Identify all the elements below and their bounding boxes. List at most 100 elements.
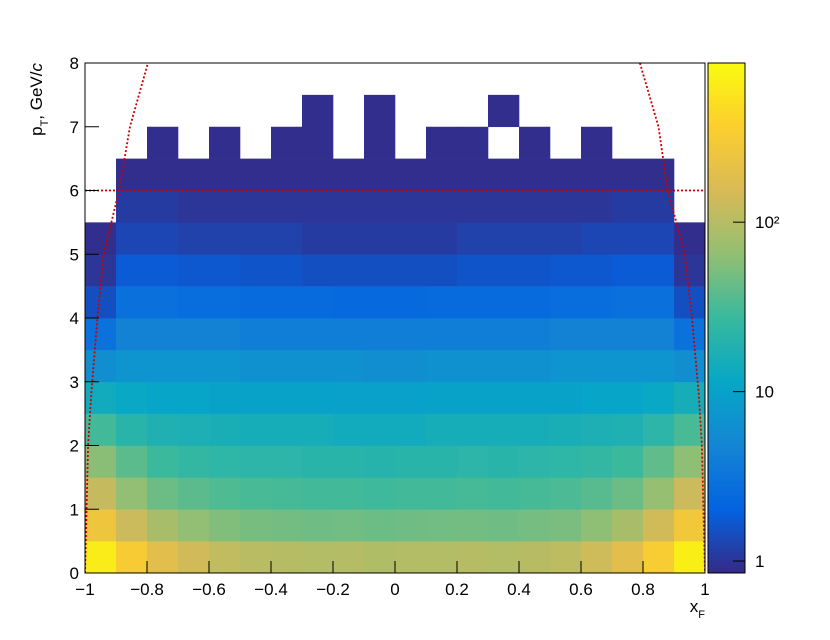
bin <box>209 445 241 478</box>
color-bar <box>708 63 745 573</box>
bin <box>612 318 644 351</box>
bin <box>271 190 303 223</box>
bin <box>116 509 148 542</box>
y-tick-label: 3 <box>70 373 79 392</box>
bin <box>457 349 489 383</box>
bin <box>178 541 210 573</box>
bin <box>147 254 179 287</box>
bin <box>457 126 489 159</box>
bin <box>302 126 334 159</box>
bin <box>612 413 644 446</box>
bin <box>519 318 551 351</box>
bin <box>550 413 582 446</box>
bin <box>457 318 489 351</box>
bin <box>364 445 396 478</box>
bin <box>643 318 675 351</box>
bin <box>147 509 179 542</box>
bin <box>116 254 148 287</box>
bin <box>271 509 303 542</box>
bin <box>85 349 117 383</box>
bin <box>364 477 396 510</box>
bin <box>116 190 148 223</box>
bin <box>209 509 241 542</box>
bin <box>457 541 489 573</box>
y-tick-label: 8 <box>70 54 79 73</box>
bin <box>333 477 365 510</box>
bin <box>488 222 520 255</box>
bin <box>395 381 427 414</box>
bin <box>488 254 520 287</box>
bin <box>581 381 613 414</box>
bin <box>240 158 272 191</box>
bin <box>643 477 675 510</box>
bin <box>178 477 210 510</box>
bin <box>178 190 210 223</box>
bin <box>271 222 303 255</box>
bin <box>85 541 117 573</box>
bin <box>333 349 365 383</box>
bin <box>178 349 210 383</box>
bin <box>643 222 675 255</box>
bin <box>674 222 705 255</box>
x-tick-label: 0.2 <box>445 580 469 599</box>
bin <box>519 445 551 478</box>
z-tick-label: 10² <box>755 213 780 232</box>
bin <box>302 541 334 573</box>
bin <box>519 158 551 191</box>
bin <box>240 445 272 478</box>
bin <box>395 477 427 510</box>
bin <box>209 222 241 255</box>
bin <box>147 126 179 159</box>
bin <box>302 254 334 287</box>
bin <box>550 509 582 542</box>
bin <box>426 349 458 383</box>
bin <box>550 477 582 510</box>
bin <box>581 190 613 223</box>
bin <box>395 509 427 542</box>
bin <box>550 222 582 255</box>
bin <box>147 222 179 255</box>
bin <box>240 318 272 351</box>
bin <box>209 190 241 223</box>
bin <box>581 318 613 351</box>
bin <box>209 413 241 446</box>
bin <box>612 158 644 191</box>
x-tick-label: 0.6 <box>569 580 593 599</box>
bin <box>271 541 303 573</box>
bin <box>116 477 148 510</box>
bin <box>147 190 179 223</box>
bin <box>457 190 489 223</box>
bin <box>643 190 675 223</box>
bin <box>550 349 582 383</box>
bin <box>85 318 117 351</box>
bin <box>85 254 117 287</box>
bin <box>333 158 365 191</box>
bin <box>209 381 241 414</box>
bin <box>116 318 148 351</box>
x-tick-label: 1 <box>700 580 709 599</box>
bin <box>457 286 489 319</box>
bin <box>333 254 365 287</box>
bin <box>612 477 644 510</box>
bin <box>147 349 179 383</box>
bin <box>581 509 613 542</box>
bin <box>488 445 520 478</box>
x-tick-label: 0 <box>390 580 399 599</box>
bin <box>364 509 396 542</box>
bin <box>333 318 365 351</box>
bin <box>581 445 613 478</box>
bin <box>612 222 644 255</box>
bin <box>674 541 705 573</box>
bin <box>426 477 458 510</box>
x-axis-label: xF <box>690 597 706 621</box>
bin <box>395 445 427 478</box>
bin <box>209 158 241 191</box>
y-tick-label: 7 <box>70 118 79 137</box>
bin <box>333 509 365 542</box>
x-label-main: x <box>690 597 699 616</box>
bin <box>178 445 210 478</box>
bin <box>457 254 489 287</box>
bin <box>550 254 582 287</box>
bin <box>488 94 520 128</box>
